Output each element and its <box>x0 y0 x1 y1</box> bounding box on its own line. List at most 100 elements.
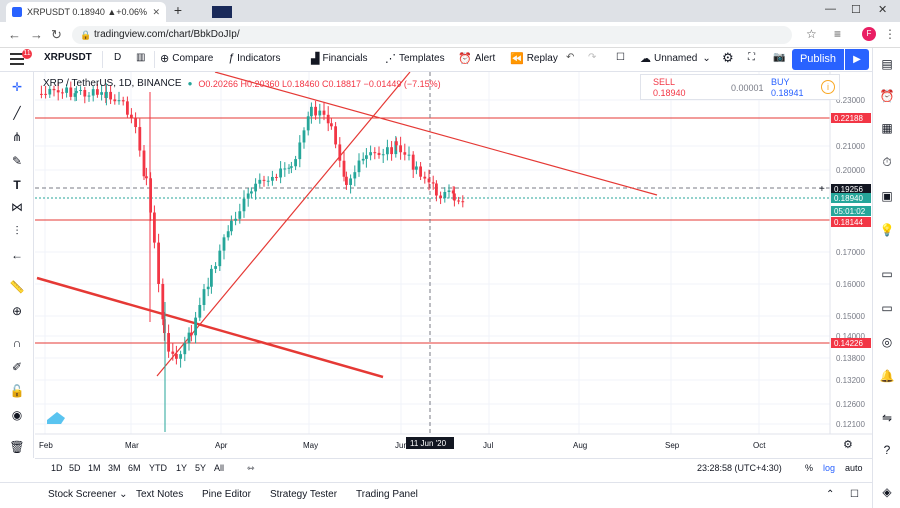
url-field[interactable]: 🔒 tradingview.com/chart/BbkDoJIp/ <box>72 26 792 44</box>
range-all[interactable]: All <box>214 463 225 473</box>
zoom-in-icon[interactable]: ⊕ <box>11 304 23 318</box>
candle-body <box>126 101 129 115</box>
reload-icon[interactable]: ↻ <box>51 27 62 42</box>
financials-button[interactable]: ▟ Financials <box>311 52 368 65</box>
chart-pane[interactable]: 0.23000 0.21000 0.20000 0.17000 0.16000 0.150… <box>35 72 872 458</box>
close-window-icon[interactable]: ✕ <box>878 4 888 16</box>
layout-select-icon[interactable]: ☐ <box>616 52 625 63</box>
interval-selector[interactable]: D <box>114 52 122 63</box>
crosshair-icon[interactable]: ✛ <box>11 80 23 94</box>
browser-menu-icon[interactable]: ⋮ <box>884 27 896 41</box>
price-chart[interactable]: 0.23000 0.21000 0.20000 0.17000 0.16000 0.150… <box>35 72 872 458</box>
candle-body <box>250 191 253 194</box>
chat-icon[interactable]: ▭ <box>881 267 893 281</box>
menu-icon[interactable] <box>10 53 24 65</box>
chart-settings-gear-icon[interactable]: ⚙ <box>843 439 853 451</box>
browser-tab[interactable]: XRPUSDT 0.18940 ▲+0.06% Un ✕ <box>6 2 166 22</box>
back-icon[interactable]: ← <box>8 27 21 42</box>
layers-icon[interactable]: ◈ <box>882 485 892 499</box>
publish-menu-icon[interactable]: ▶ <box>845 49 869 70</box>
magnet-icon[interactable]: ∩ <box>12 336 22 350</box>
pitchfork-icon[interactable]: ⋔ <box>11 130 23 144</box>
tab-text-notes[interactable]: Text Notes <box>136 489 184 500</box>
settings-gear-icon[interactable]: ⚙ <box>722 50 734 65</box>
log-scale-toggle[interactable]: log <box>823 463 836 473</box>
stay-in-drawing-icon[interactable]: ✐ <box>11 360 23 374</box>
alerts-clock-icon[interactable]: ⏰ <box>879 89 895 103</box>
auto-scale-toggle[interactable]: auto <box>845 463 863 473</box>
trend-line[interactable] <box>36 276 384 379</box>
maximize-icon[interactable]: ☐ <box>851 4 861 16</box>
text-tool-icon[interactable]: T <box>13 178 21 192</box>
prediction-icon[interactable]: ⫶ <box>15 224 19 238</box>
sell-label[interactable]: SELL <box>653 77 676 87</box>
camera-icon[interactable]: 📷 <box>773 52 786 63</box>
range-1d[interactable]: 1D <box>51 463 63 473</box>
publish-button[interactable]: Publish <box>792 49 844 70</box>
brush-icon[interactable]: ✎ <box>11 154 23 168</box>
collapse-panel-icon[interactable]: ⌃ <box>826 489 835 500</box>
forward-icon[interactable]: → <box>30 27 43 42</box>
bookmark-star-icon[interactable]: ☆ <box>806 27 817 41</box>
streams-icon[interactable]: ◎ <box>881 335 893 349</box>
fullscreen-icon[interactable]: ⛶ <box>748 52 755 63</box>
range-1m[interactable]: 1M <box>88 463 101 473</box>
notifications-bell-icon[interactable]: 🔔 <box>879 369 895 383</box>
visibility-eye-icon[interactable]: ◉ <box>11 408 23 422</box>
data-window-icon[interactable]: ▦ <box>881 121 893 135</box>
trend-line-icon[interactable]: ╱ <box>13 106 21 120</box>
layout-name-button[interactable]: ☁ Unnamed ⌄ <box>640 52 711 65</box>
profile-avatar[interactable]: F <box>862 27 876 41</box>
close-tab-icon[interactable]: ✕ <box>152 6 160 17</box>
tab-stock-screener[interactable]: Stock Screener ⌄ <box>48 489 128 500</box>
candle-body <box>214 266 217 269</box>
range-1y[interactable]: 1Y <box>176 463 188 473</box>
calendar-icon[interactable]: ▣ <box>881 189 893 203</box>
trend-line[interactable] <box>214 72 658 196</box>
replay-button[interactable]: ⏪ Replay <box>510 52 558 65</box>
templates-label: Templates <box>399 53 445 64</box>
minimize-icon[interactable]: — <box>825 3 836 15</box>
range-6m[interactable]: 6M <box>128 463 141 473</box>
tab-pine-editor[interactable]: Pine Editor <box>202 489 251 500</box>
undo-icon[interactable]: ↶ <box>566 52 575 63</box>
goto-date-icon[interactable]: ⇿ <box>247 463 255 473</box>
maximize-panel-icon[interactable]: ☐ <box>850 489 859 500</box>
order-panel-icon[interactable]: ⇋ <box>881 411 893 425</box>
price-axis[interactable] <box>830 72 872 434</box>
ideas-bulb-icon[interactable]: 💡 <box>879 223 895 237</box>
info-icon[interactable]: i <box>821 80 835 94</box>
timezone-clock[interactable]: 23:28:58 (UTC+4:30) <box>697 463 782 473</box>
hide-toolbar-arrow-icon[interactable]: ← <box>11 248 23 262</box>
compare-button[interactable]: ⊕ Compare <box>160 52 213 65</box>
percent-scale-toggle[interactable]: % <box>805 463 814 473</box>
buy-price[interactable]: 0.18941 <box>771 88 804 98</box>
alert-button[interactable]: ⏰ Alert <box>458 52 495 65</box>
candle-body <box>121 100 125 102</box>
crosshair-plus-icon[interactable]: + <box>819 184 825 195</box>
templates-button[interactable]: ⋰ Templates <box>385 52 445 65</box>
range-5y[interactable]: 5Y <box>195 463 207 473</box>
sell-price[interactable]: 0.18940 <box>653 88 686 98</box>
pattern-icon[interactable]: ⋈ <box>11 200 23 214</box>
chats-icon[interactable]: ▭ <box>881 301 893 315</box>
range-5d[interactable]: 5D <box>69 463 81 473</box>
redo-icon[interactable]: ↷ <box>588 52 597 63</box>
hotlists-icon[interactable]: ⏱ <box>882 155 892 169</box>
buy-label[interactable]: BUY <box>771 77 790 87</box>
trash-icon[interactable]: 🗑 <box>9 440 25 454</box>
symbol-search[interactable]: XRPUSDT <box>44 52 92 63</box>
watchlist-icon[interactable]: ▤ <box>881 57 893 71</box>
lock-drawings-icon[interactable]: 🔓 <box>9 384 25 398</box>
chart-type-icon[interactable]: ▥ <box>136 52 146 63</box>
candle-body <box>294 159 297 167</box>
new-tab-icon[interactable]: + <box>173 2 183 18</box>
ruler-icon[interactable]: 📏 <box>9 280 25 294</box>
tab-trading-panel[interactable]: Trading Panel <box>356 489 418 500</box>
indicators-button[interactable]: ƒ Indicators <box>228 52 280 64</box>
reading-list-icon[interactable]: ≡ <box>834 27 842 41</box>
tab-strategy-tester[interactable]: Strategy Tester <box>270 489 338 500</box>
range-ytd[interactable]: YTD <box>149 463 167 473</box>
range-3m[interactable]: 3M <box>108 463 121 473</box>
help-icon[interactable]: ? <box>883 443 891 457</box>
